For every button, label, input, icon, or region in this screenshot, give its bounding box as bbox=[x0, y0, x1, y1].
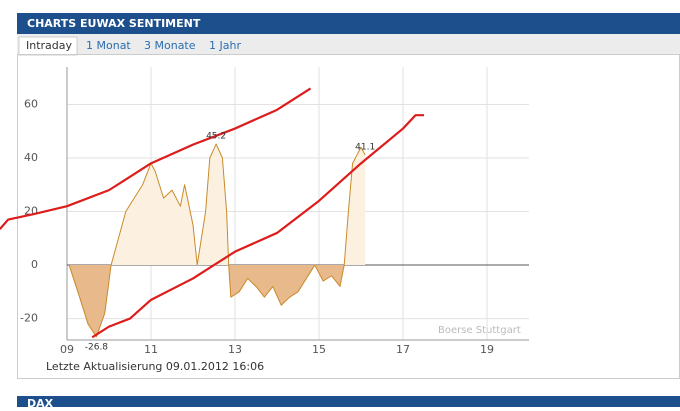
tab[interactable]: 3 Monate bbox=[144, 39, 196, 52]
footer: Letzte Aktualisierung 09.01.2012 16:06 bbox=[46, 360, 264, 373]
area-positive bbox=[111, 144, 366, 266]
tab-bar bbox=[17, 34, 680, 54]
tab[interactable]: Intraday bbox=[26, 39, 73, 52]
x-tick-label: 15 bbox=[312, 343, 326, 356]
y-tick-label: 60 bbox=[24, 97, 38, 110]
header-bar bbox=[17, 13, 680, 34]
header-title: CHARTS EUWAX SENTIMENT bbox=[27, 17, 201, 30]
next-bar bbox=[17, 396, 680, 407]
y-tick-label: 0 bbox=[31, 258, 38, 271]
line bbox=[0, 87, 312, 230]
line bbox=[68, 143, 366, 338]
tab[interactable]: 1 Monat bbox=[86, 39, 131, 52]
x-tick-label: 11 bbox=[144, 343, 158, 356]
line bbox=[91, 114, 424, 339]
annotation: 45.2 bbox=[206, 132, 226, 142]
tab[interactable]: 1 Jahr bbox=[209, 39, 241, 52]
annotation: 41.1 bbox=[355, 143, 375, 153]
annotation: -26.8 bbox=[85, 342, 109, 352]
next-title: DAX bbox=[27, 397, 54, 407]
watermark: Boerse Stuttgart bbox=[438, 325, 521, 336]
x-tick-label: 17 bbox=[396, 343, 410, 356]
y-tick-label: -20 bbox=[20, 312, 38, 325]
area-negative bbox=[69, 265, 366, 337]
x-tick-label: 19 bbox=[480, 343, 494, 356]
y-tick-label: 40 bbox=[24, 151, 38, 164]
x-tick-label: 13 bbox=[228, 343, 242, 356]
x-tick-label: 09 bbox=[60, 343, 74, 356]
